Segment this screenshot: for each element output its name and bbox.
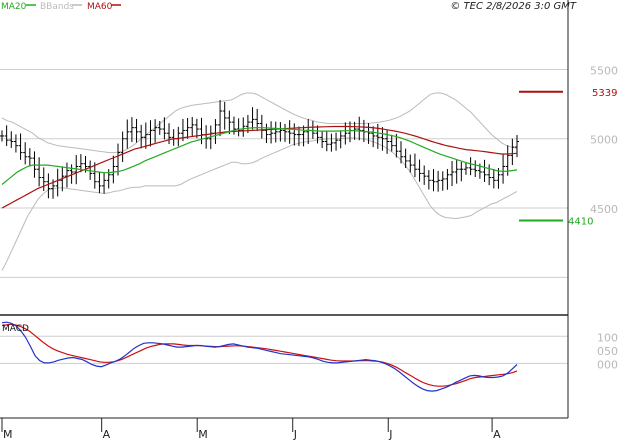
y-tick-label: 100: [597, 331, 618, 344]
level-markers: 5339 4410: [519, 88, 617, 228]
low-level-label: 4410: [568, 217, 593, 228]
legend-ma60-label: MA60: [87, 2, 113, 12]
x-tick-label: J: [388, 428, 392, 440]
y-axis-main: 5500 5000 4500: [590, 64, 618, 216]
bollinger-bands: [1, 92, 518, 271]
bband-upper-line: [1, 92, 518, 154]
high-level-label: 5339: [592, 88, 617, 99]
x-tick-label: M: [198, 428, 208, 440]
legend: MA20 BBands MA60: [1, 2, 121, 12]
x-tick-label: A: [103, 428, 111, 440]
macd-signal-line: [1, 323, 518, 387]
moving-averages: [1, 125, 518, 209]
macd-title: MACD: [2, 324, 29, 334]
price-bars: [0, 100, 519, 199]
legend-bbands-label: BBands: [40, 2, 74, 12]
x-tick-label: M: [3, 428, 13, 440]
bband-lower-line: [1, 137, 518, 271]
gridlines: [0, 68, 568, 364]
legend-ma20-label: MA20: [1, 2, 27, 12]
macd-line: [1, 321, 518, 392]
y-tick-label: 4500: [590, 203, 618, 216]
ma60-line: [1, 125, 518, 209]
x-tick-label: A: [493, 428, 501, 440]
y-tick-label: 5000: [590, 134, 618, 147]
x-tick-label: J: [293, 428, 297, 440]
chart-frame: [0, 0, 569, 419]
ma20-line: [1, 127, 518, 185]
macd-panel: [1, 321, 518, 392]
y-tick-label: 000: [597, 358, 618, 371]
y-tick-label: 5500: [590, 64, 618, 77]
timestamp: © TEC 2/8/2026 3:0 GMT: [450, 1, 577, 12]
y-tick-label: 050: [597, 345, 618, 358]
